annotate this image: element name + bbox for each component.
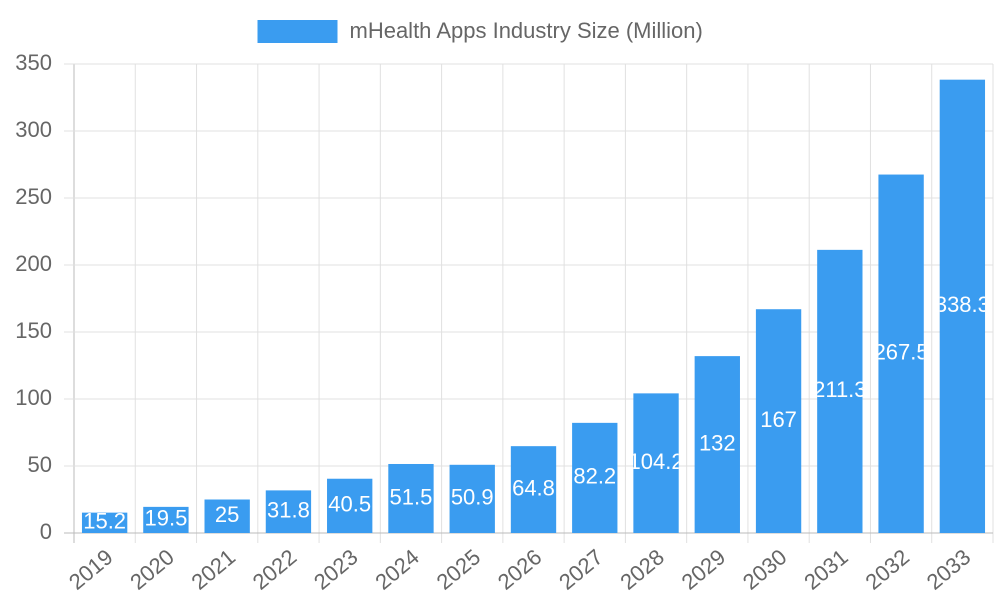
x-tick-label: 2020 (125, 544, 179, 595)
bar (510, 446, 557, 533)
x-tick-label: 2031 (799, 544, 853, 595)
x-tick-label: 2028 (615, 544, 669, 595)
bar (755, 309, 802, 533)
bar (449, 464, 495, 533)
bar (572, 422, 618, 533)
bar (143, 506, 189, 533)
x-tick-label: 2026 (493, 544, 547, 595)
legend-label: mHealth Apps Industry Size (Million) (350, 18, 703, 43)
x-tick-label: 2022 (248, 544, 302, 595)
data-label: 50.9 (451, 485, 494, 510)
data-label: 82.2 (573, 464, 616, 489)
x-tick-label: 2030 (738, 544, 792, 595)
data-label: 338.3 (935, 292, 990, 317)
data-label: 167 (760, 407, 797, 432)
x-tick-label: 2033 (922, 544, 976, 595)
data-label: 25 (215, 502, 239, 527)
data-label: 31.8 (267, 498, 310, 523)
data-label: 64.8 (512, 475, 555, 500)
y-tick-label: 200 (15, 251, 52, 276)
x-tick-label: 2023 (309, 544, 363, 595)
bar (204, 499, 250, 533)
y-tick-label: 350 (15, 50, 52, 75)
bar (694, 356, 740, 533)
x-tick-label: 2019 (64, 544, 118, 595)
bar (817, 249, 863, 533)
bar (939, 79, 986, 533)
y-tick-label: 50 (28, 452, 52, 477)
data-label: 132 (699, 430, 736, 455)
x-tick-label: 2029 (677, 544, 731, 595)
data-label: 15.2 (83, 509, 126, 534)
x-tick-label: 2021 (187, 544, 241, 595)
bar (633, 393, 679, 533)
data-label: 211.3 (813, 377, 866, 402)
y-tick-label: 150 (15, 318, 52, 343)
bar (327, 478, 373, 533)
y-tick-label: 100 (15, 385, 52, 410)
bar (388, 463, 434, 533)
y-tick-label: 250 (15, 184, 52, 209)
x-tick-label: 2025 (432, 544, 486, 595)
data-label: 267.5 (874, 340, 929, 365)
bar (878, 174, 924, 534)
bar (81, 512, 128, 533)
data-label: 51.5 (390, 484, 433, 509)
data-label: 40.5 (328, 492, 371, 517)
x-tick-label: 2032 (860, 544, 914, 595)
bar (265, 490, 312, 533)
x-tick-label: 2027 (554, 544, 608, 595)
y-tick-label: 300 (15, 117, 52, 142)
legend-swatch (257, 20, 338, 43)
data-label: 19.5 (144, 506, 187, 531)
x-tick-label: 2024 (370, 544, 424, 595)
data-label: 104.2 (629, 449, 684, 474)
y-tick-label: 0 (40, 519, 52, 544)
